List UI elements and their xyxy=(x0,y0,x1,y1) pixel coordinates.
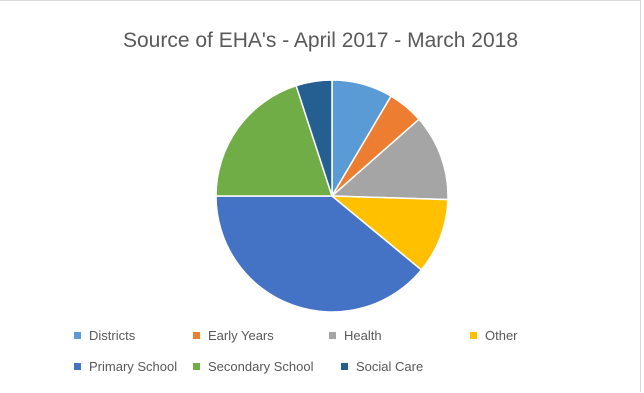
pie-slice-secondary-school xyxy=(215,84,334,197)
legend-item-health: Health xyxy=(329,325,382,345)
legend-item-districts: Districts xyxy=(74,325,135,345)
legend-item-secondary-school: Secondary School xyxy=(193,356,314,376)
pie-slice-primary-school xyxy=(215,195,423,313)
chart-title: Source of EHA's - April 2017 - March 201… xyxy=(122,29,519,52)
legend-item-primary-school: Primary School xyxy=(74,356,177,376)
legend-label: Primary School xyxy=(89,358,178,374)
legend-label: Health xyxy=(344,327,382,343)
legend-swatch xyxy=(341,362,348,370)
legend-label: Early Years xyxy=(208,327,274,343)
pie-slice-health xyxy=(330,118,449,201)
pie-slice-other xyxy=(329,195,449,271)
legend-item-early-years: Early Years xyxy=(193,325,274,345)
legend-item-social-care: Social Care xyxy=(341,356,423,376)
legend-item-other: Other xyxy=(470,325,518,345)
legend-swatch xyxy=(74,331,81,339)
legend-swatch xyxy=(193,331,200,339)
legend-swatch xyxy=(470,331,477,339)
legend-swatch xyxy=(193,362,200,370)
legend-swatch xyxy=(74,362,81,370)
legend-swatch xyxy=(329,331,336,339)
pie-slice-social-care xyxy=(295,79,333,197)
legend-label: Secondary School xyxy=(208,358,314,374)
legend-label: Districts xyxy=(89,327,136,343)
legend-label: Social Care xyxy=(356,358,424,374)
legend-label: Other xyxy=(485,327,518,343)
